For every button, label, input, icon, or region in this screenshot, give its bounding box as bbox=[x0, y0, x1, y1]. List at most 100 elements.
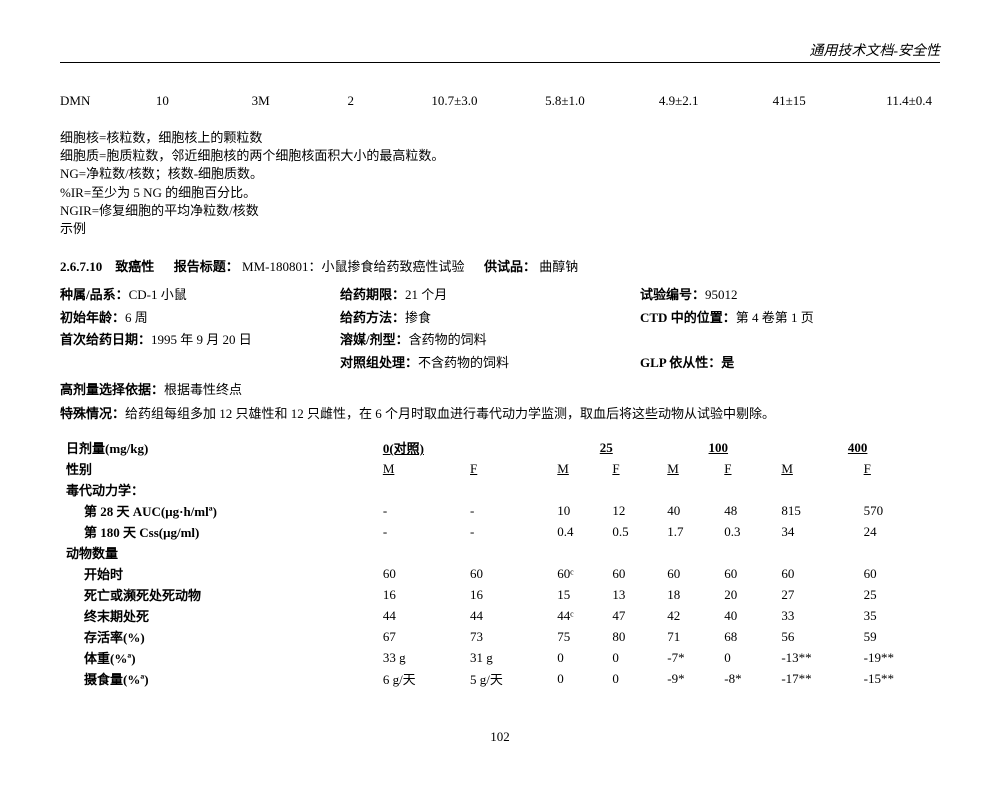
surv-row: 存活率(%) 67 73 75 80 71 68 56 59 bbox=[60, 626, 940, 647]
table-cell: 0 bbox=[551, 668, 606, 689]
table-cell: -19** bbox=[858, 647, 940, 668]
table-cell: 75 bbox=[551, 626, 606, 647]
table-cell: 16 bbox=[377, 584, 464, 605]
table-cell: 67 bbox=[377, 626, 464, 647]
table-cell: - bbox=[464, 521, 551, 542]
footnotes: 细胞核=核粒数，细胞核上的颗粒数 细胞质=胞质粒数，邻近细胞核的两个细胞核面积大… bbox=[60, 129, 940, 238]
note-line: 示例 bbox=[60, 220, 940, 238]
duration-label: 给药期限： bbox=[340, 287, 405, 302]
section-number: 2.6.7.10 bbox=[60, 259, 102, 274]
note-line: %IR=至少为 5 NG 的细胞百分比。 bbox=[60, 184, 940, 202]
study-no-label: 试验编号： bbox=[640, 287, 705, 302]
study-info-grid: 种属/品系：CD-1 小鼠 给药期限：21 个月 试验编号：95012 初始年龄… bbox=[60, 285, 940, 372]
sex-f: F bbox=[464, 458, 551, 479]
dmn-c7: 41±15 bbox=[773, 93, 827, 109]
auc-label: 第 28 天 AUC(μg·h/mlª) bbox=[60, 500, 377, 521]
table-cell: 35 bbox=[858, 605, 940, 626]
table-cell: 44 bbox=[464, 605, 551, 626]
table-cell: 33 g bbox=[377, 647, 464, 668]
control-label: 对照组处理： bbox=[340, 355, 418, 370]
death-label: 死亡或濒死处死动物 bbox=[60, 584, 377, 605]
dose-header-row: 日剂量(mg/kg) 0(对照) 25 100 400 bbox=[60, 437, 940, 458]
table-cell: 15 bbox=[551, 584, 606, 605]
vehicle-label: 溶媒/剂型： bbox=[340, 332, 409, 347]
age-label: 初始年龄： bbox=[60, 310, 125, 325]
age-value: 6 周 bbox=[125, 310, 148, 325]
table-cell: - bbox=[377, 500, 464, 521]
table-cell: 24 bbox=[858, 521, 940, 542]
ctd-value: 第 4 卷第 1 页 bbox=[736, 310, 814, 325]
table-cell: - bbox=[464, 500, 551, 521]
sex-row: 性别 M F M F M F M F bbox=[60, 458, 940, 479]
css-row: 第 180 天 Css(μg/ml) - - 0.4 0.5 1.7 0.3 3… bbox=[60, 521, 940, 542]
route-label: 给药方法： bbox=[340, 310, 405, 325]
fc-label: 摄食量(%ª) bbox=[60, 668, 377, 689]
section-name: 致癌性 bbox=[115, 259, 154, 274]
table-cell: 0 bbox=[606, 647, 661, 668]
dose-0: 0(对照) bbox=[383, 441, 424, 456]
dmn-c6: 4.9±2.1 bbox=[659, 93, 713, 109]
dmn-c1: 10 bbox=[156, 93, 192, 109]
table-cell: 44ᶜ bbox=[551, 605, 606, 626]
dmn-c3: 2 bbox=[347, 93, 371, 109]
dmn-c8: 11.4±0.4 bbox=[886, 93, 940, 109]
special-label: 特殊情况： bbox=[60, 406, 125, 421]
table-cell: 40 bbox=[661, 500, 718, 521]
tk-label: 毒代动力学： bbox=[60, 479, 377, 500]
table-cell: 0.3 bbox=[718, 521, 775, 542]
study-no-value: 95012 bbox=[705, 287, 738, 302]
start-label: 开始时 bbox=[60, 563, 377, 584]
table-cell: 12 bbox=[606, 500, 661, 521]
table-cell: 18 bbox=[661, 584, 718, 605]
fc-row: 摄食量(%ª) 6 g/天 5 g/天 0 0 -9* -8* -17** -1… bbox=[60, 668, 940, 689]
table-cell: 60 bbox=[858, 563, 940, 584]
table-cell: -15** bbox=[858, 668, 940, 689]
table-cell: 0 bbox=[718, 647, 775, 668]
high-dose-label: 高剂量选择依据： bbox=[60, 382, 164, 397]
table-cell: 42 bbox=[661, 605, 718, 626]
glp-value: 是 bbox=[721, 355, 734, 370]
start-date-value: 1995 年 9 月 20 日 bbox=[151, 332, 252, 347]
table-cell: 60 bbox=[718, 563, 775, 584]
note-line: NGIR=修复细胞的平均净粒数/核数 bbox=[60, 202, 940, 220]
table-cell: 27 bbox=[775, 584, 857, 605]
death-row: 死亡或濒死处死动物 16 16 15 13 18 20 27 25 bbox=[60, 584, 940, 605]
table-cell: -9* bbox=[661, 668, 718, 689]
table-cell: 0.4 bbox=[551, 521, 606, 542]
page-header: 通用技术文档-安全性 bbox=[60, 40, 940, 63]
dmn-c2: 3M bbox=[252, 93, 288, 109]
report-label: 报告标题： bbox=[174, 259, 239, 274]
glp-label: GLP 依从性： bbox=[640, 355, 721, 370]
table-cell: 59 bbox=[858, 626, 940, 647]
sex-f: F bbox=[718, 458, 775, 479]
table-cell: 71 bbox=[661, 626, 718, 647]
ctd-label: CTD 中的位置： bbox=[640, 310, 736, 325]
sex-m: M bbox=[551, 458, 606, 479]
table-cell: 56 bbox=[775, 626, 857, 647]
note-line: NG=净粒数/核数；核数-细胞质数。 bbox=[60, 165, 940, 183]
special-value: 给药组每组多加 12 只雄性和 12 只雌性，在 6 个月时取血进行毒代动力学监… bbox=[125, 406, 775, 421]
table-cell: 60 bbox=[775, 563, 857, 584]
dmn-c4: 10.7±3.0 bbox=[431, 93, 485, 109]
data-table: 日剂量(mg/kg) 0(对照) 25 100 400 性别 M F M F M… bbox=[60, 437, 940, 689]
term-label: 终末期处死 bbox=[60, 605, 377, 626]
table-cell: 44 bbox=[377, 605, 464, 626]
test-article-value: 曲醇钠 bbox=[539, 259, 578, 274]
sex-m: M bbox=[661, 458, 718, 479]
table-cell: 10 bbox=[551, 500, 606, 521]
dmn-data-row: DMN 10 3M 2 10.7±3.0 5.8±1.0 4.9±2.1 41±… bbox=[60, 93, 940, 109]
page-number: 102 bbox=[60, 729, 940, 745]
table-cell: -7* bbox=[661, 647, 718, 668]
table-cell: 16 bbox=[464, 584, 551, 605]
section-title: 2.6.7.10 致癌性 报告标题： MM-180801：小鼠掺食给药致癌性试验… bbox=[60, 256, 940, 275]
bw-row: 体重(%ª) 33 g 31 g 0 0 -7* 0 -13** -19** bbox=[60, 647, 940, 668]
table-cell: 0 bbox=[551, 647, 606, 668]
control-value: 不含药物的饲料 bbox=[418, 355, 509, 370]
species-value: CD-1 小鼠 bbox=[129, 287, 187, 302]
table-cell: 0 bbox=[606, 668, 661, 689]
term-row: 终末期处死 44 44 44ᶜ 47 42 40 33 35 bbox=[60, 605, 940, 626]
table-cell: 13 bbox=[606, 584, 661, 605]
animal-label: 动物数量 bbox=[60, 542, 377, 563]
bw-label: 体重(%ª) bbox=[60, 647, 377, 668]
table-cell: - bbox=[377, 521, 464, 542]
